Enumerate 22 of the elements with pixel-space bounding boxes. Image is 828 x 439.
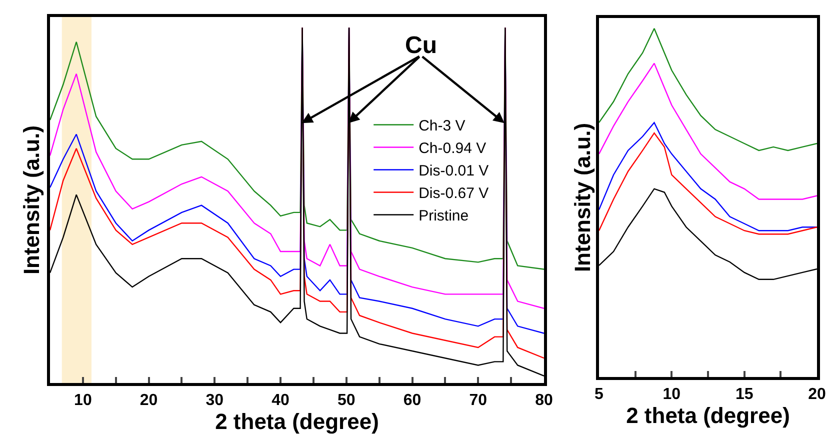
annotation: Cu [405,32,437,59]
x-tick-label: 30 [206,392,224,410]
x-tick-label: 60 [403,392,422,410]
legend-label: Ch-0.94 V [418,140,486,158]
legend-label: Ch-3 V [418,118,466,135]
x-tick-label: 50 [338,392,356,410]
x-tick-label: 15 [735,386,754,404]
x-tick-label: 10 [74,392,92,410]
x-tick-label: 5 [594,386,604,404]
x-axis-title: 2 theta (degree) [215,409,379,434]
y-axis-title: Intensity (a.u.) [570,122,595,272]
x-tick-label: 70 [469,392,488,410]
y-axis-title: Intensity (a.u.) [18,125,44,275]
x-tick-label: 20 [140,392,158,410]
x-tick-label: 20 [808,386,826,404]
x-tick-label: 40 [272,392,290,410]
legend-label: Pristine [418,208,469,225]
x-tick-label: 80 [535,392,553,410]
x-axis-title: 2 theta (degree) [626,403,790,428]
legend-label: Dis-0.67 V [418,185,489,202]
legend-label: Dis-0.01 V [418,162,489,180]
x-tick-label: 10 [662,386,681,404]
